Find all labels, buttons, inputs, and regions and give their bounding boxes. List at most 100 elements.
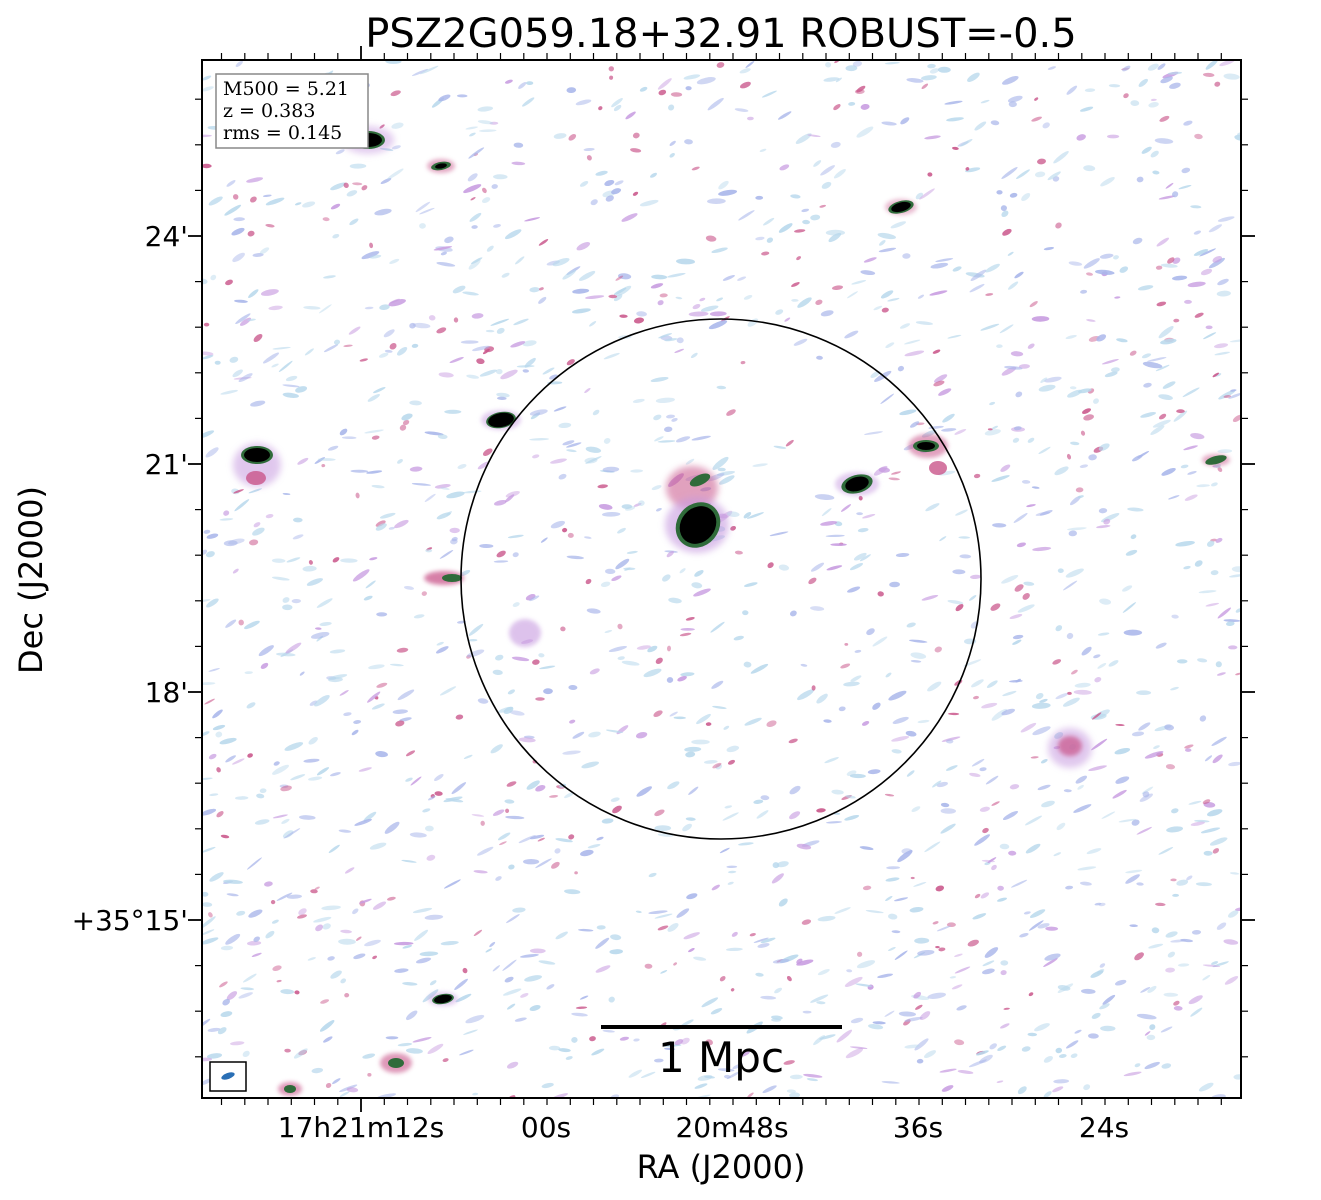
noise-blob <box>840 504 852 512</box>
noise-blob <box>452 285 466 294</box>
noise-blob <box>518 82 527 89</box>
noise-blob <box>202 902 213 907</box>
plot-frame <box>201 59 1242 1099</box>
noise-blob <box>763 217 775 226</box>
noise-blob <box>493 224 501 228</box>
noise-blob <box>669 152 675 158</box>
noise-blob <box>981 702 998 709</box>
noise-blob <box>831 789 844 795</box>
noise-blob <box>424 493 436 502</box>
noise-blob <box>615 558 630 570</box>
noise-blob <box>479 543 494 549</box>
noise-blob <box>991 425 999 430</box>
noise-blob <box>810 994 829 1003</box>
noise-blob <box>821 181 832 189</box>
noise-blob <box>1180 938 1194 943</box>
noise-blob <box>233 217 245 222</box>
noise-blob <box>1097 632 1110 636</box>
noise-blob <box>844 330 859 339</box>
noise-blob <box>940 802 950 808</box>
noise-blob <box>991 475 1010 482</box>
point-source <box>885 199 917 215</box>
noise-blob <box>979 1054 993 1064</box>
noise-blob <box>913 881 927 887</box>
noise-blob <box>367 1072 372 1077</box>
noise-blob <box>845 1048 864 1059</box>
noise-blob <box>638 500 645 507</box>
noise-blob <box>226 180 236 187</box>
noise-blob <box>322 923 331 930</box>
noise-blob <box>797 297 812 308</box>
noise-blob <box>952 266 962 272</box>
noise-blob <box>676 908 690 918</box>
noise-blob <box>1003 1007 1010 1010</box>
diffuse-source <box>1048 728 1092 768</box>
noise-blob <box>934 646 942 653</box>
noise-blob <box>1116 338 1128 343</box>
noise-blob <box>825 62 832 68</box>
noise-blob <box>248 909 263 918</box>
noise-blob <box>722 274 735 281</box>
noise-blob <box>1211 736 1227 747</box>
noise-blob <box>694 570 704 577</box>
noise-blob <box>439 549 454 559</box>
noise-blob <box>863 257 877 263</box>
noise-blob <box>1063 580 1078 591</box>
noise-blob <box>1228 392 1241 399</box>
noise-blob <box>1140 986 1151 993</box>
noise-blob <box>806 1078 819 1082</box>
noise-blob <box>816 693 828 704</box>
noise-blob <box>1129 924 1138 928</box>
noise-blob <box>1114 979 1127 986</box>
noise-blob <box>206 533 219 539</box>
noise-blob <box>248 289 259 298</box>
noise-blob <box>512 552 519 558</box>
noise-blob <box>479 369 498 377</box>
noise-blob <box>1043 1056 1053 1063</box>
noise-blob <box>1058 1054 1067 1058</box>
noise-blob <box>379 304 390 310</box>
noise-blob <box>276 652 296 657</box>
noise-blob <box>273 761 280 766</box>
noise-blob <box>980 323 1000 331</box>
noise-blob <box>568 134 577 141</box>
noise-blob <box>234 499 250 512</box>
noise-blob <box>801 208 810 213</box>
noise-blob <box>872 702 881 710</box>
noise-blob <box>611 188 622 195</box>
noise-blob <box>910 876 915 880</box>
noise-blob <box>1194 560 1203 567</box>
noise-blob <box>1081 646 1092 656</box>
noise-blob <box>636 311 647 317</box>
noise-blob <box>602 466 620 473</box>
noise-blob <box>924 135 941 140</box>
noise-blob <box>422 808 431 813</box>
noise-blob <box>500 369 518 380</box>
noise-blob <box>614 180 624 186</box>
noise-blob <box>330 203 341 210</box>
noise-blob <box>710 1008 723 1015</box>
noise-blob <box>320 999 330 1004</box>
noise-blob <box>282 597 290 603</box>
noise-blob <box>909 906 924 913</box>
noise-blob <box>251 952 262 958</box>
noise-blob <box>1203 850 1213 856</box>
noise-blob <box>226 991 238 1001</box>
noise-blob <box>745 61 755 68</box>
noise-blob <box>704 760 718 764</box>
noise-blob <box>414 929 429 941</box>
noise-blob <box>1151 927 1160 934</box>
noise-blob <box>595 937 610 949</box>
noise-blob <box>688 311 709 317</box>
noise-blob <box>204 698 215 705</box>
noise-blob <box>291 598 301 604</box>
noise-blob <box>295 386 308 393</box>
noise-blob <box>1070 1053 1078 1058</box>
noise-blob <box>906 78 924 83</box>
noise-blob <box>1155 902 1166 907</box>
noise-blob <box>1029 301 1038 308</box>
noise-blob <box>575 99 592 106</box>
noise-blob <box>598 106 603 111</box>
noise-blob <box>518 835 536 844</box>
noise-blob <box>371 703 385 710</box>
